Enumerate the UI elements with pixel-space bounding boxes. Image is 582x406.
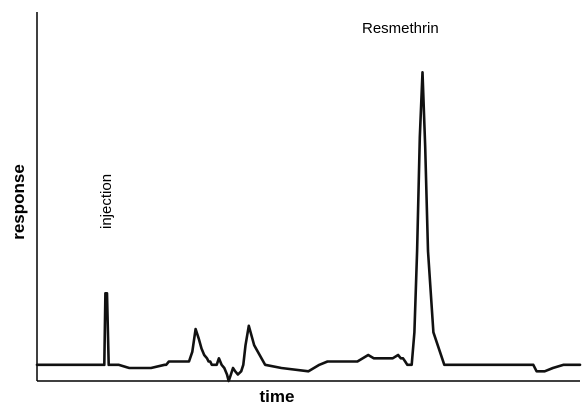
injection-label: injection (98, 174, 115, 229)
resmethrin-peak-label: Resmethrin (362, 20, 439, 37)
chromatogram-trace (35, 71, 582, 383)
x-axis-title: time (260, 387, 295, 406)
y-axis-title: response (9, 164, 28, 240)
